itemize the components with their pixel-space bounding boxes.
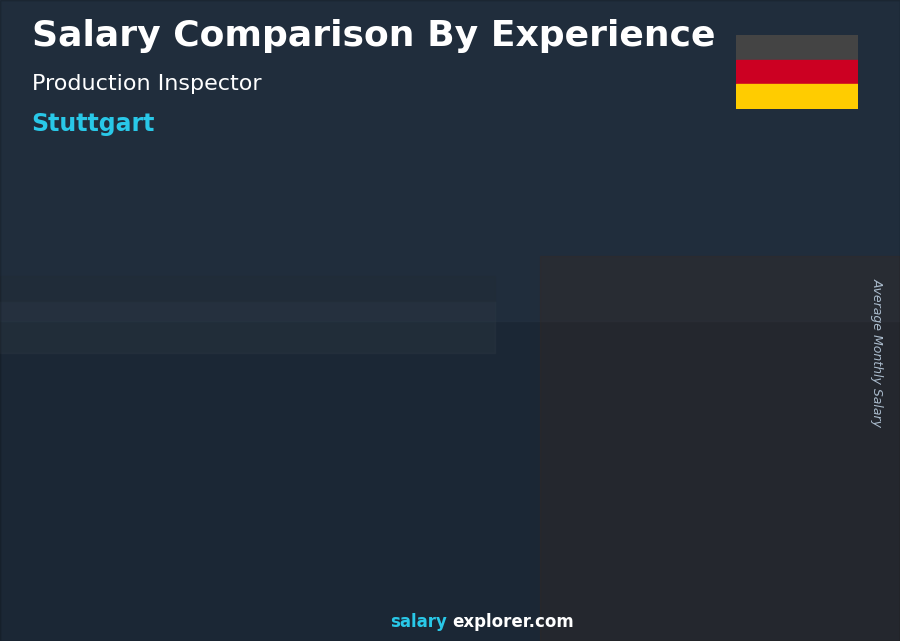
Text: 2,840 EUR: 2,840 EUR bbox=[192, 382, 278, 400]
Bar bbox=[66, 437, 141, 577]
Bar bbox=[138, 437, 141, 577]
Text: Stuttgart: Stuttgart bbox=[32, 112, 155, 136]
Bar bbox=[736, 85, 858, 109]
Bar bbox=[532, 293, 536, 577]
Bar bbox=[663, 265, 667, 577]
Bar bbox=[795, 246, 798, 577]
Text: Salary Comparison By Experience: Salary Comparison By Experience bbox=[32, 19, 715, 53]
Bar bbox=[591, 265, 667, 577]
Bar bbox=[723, 246, 798, 577]
Text: +6%: +6% bbox=[662, 185, 728, 211]
Text: 5,460 EUR: 5,460 EUR bbox=[717, 224, 804, 242]
Bar bbox=[723, 246, 798, 577]
Bar bbox=[460, 293, 536, 577]
Text: Production Inspector: Production Inspector bbox=[32, 74, 261, 94]
Bar bbox=[328, 333, 404, 577]
Text: 4,020 EUR: 4,020 EUR bbox=[323, 311, 410, 329]
Bar bbox=[0, 276, 495, 301]
Bar bbox=[400, 333, 404, 577]
Text: +17%: +17% bbox=[390, 224, 474, 251]
Text: salary: salary bbox=[391, 613, 447, 631]
Bar bbox=[197, 405, 273, 577]
Text: 4,690 EUR: 4,690 EUR bbox=[454, 270, 541, 288]
Bar bbox=[540, 256, 900, 641]
Text: Average Monthly Salary: Average Monthly Salary bbox=[871, 278, 884, 427]
Bar bbox=[66, 437, 141, 577]
Text: 5,160 EUR: 5,160 EUR bbox=[586, 242, 672, 260]
Text: +42%: +42% bbox=[258, 256, 343, 282]
Bar bbox=[736, 60, 858, 85]
Text: +23%: +23% bbox=[127, 339, 212, 365]
Bar bbox=[591, 265, 667, 577]
Bar bbox=[460, 293, 536, 577]
Bar bbox=[0, 301, 495, 353]
Text: 2,310 EUR: 2,310 EUR bbox=[59, 414, 147, 432]
Bar bbox=[269, 405, 273, 577]
Text: +10%: +10% bbox=[521, 200, 606, 226]
Text: explorer.com: explorer.com bbox=[453, 613, 574, 631]
Bar bbox=[0, 0, 900, 320]
Bar bbox=[328, 333, 404, 577]
Bar bbox=[197, 405, 273, 577]
Bar bbox=[736, 35, 858, 60]
